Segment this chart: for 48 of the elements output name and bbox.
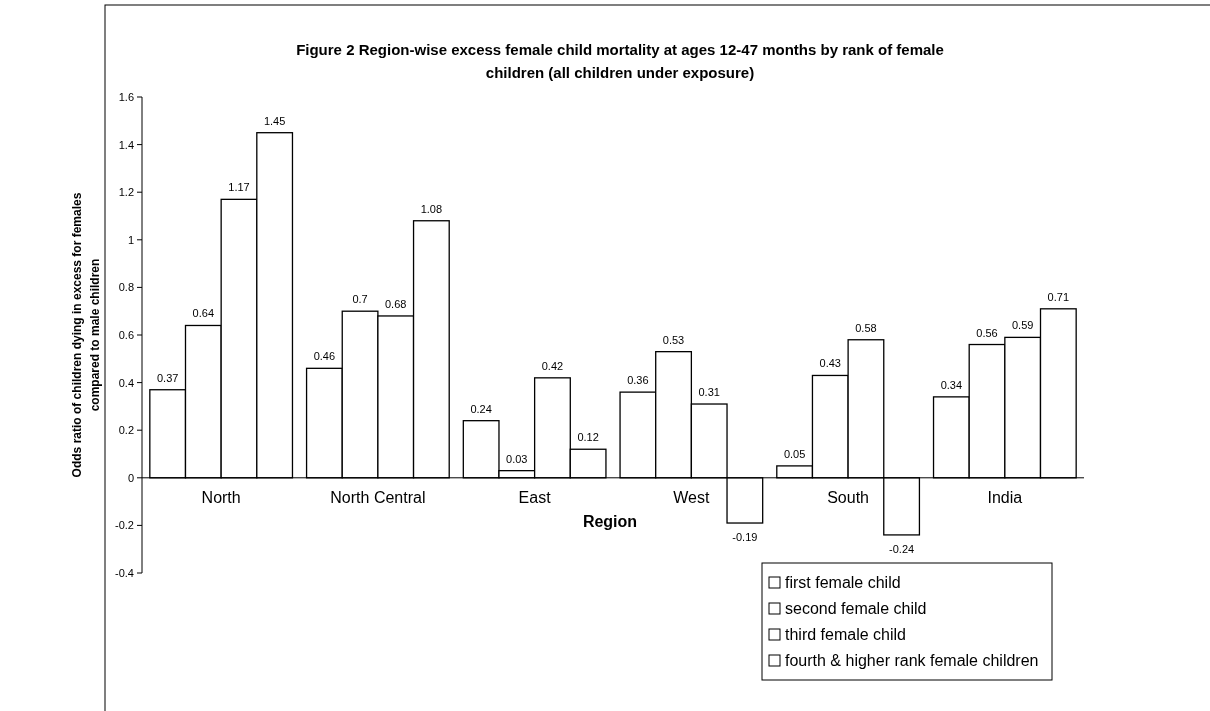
- legend-label: third female child: [785, 626, 906, 643]
- data-label: 0.36: [627, 374, 649, 387]
- chart-title: Figure 2 Region-wise excess female child mortality at ages 12-47 months by rank of female children (all children under exposure): [296, 41, 944, 81]
- data-label: 0.58: [855, 321, 877, 334]
- y-tick-label: 1.4: [118, 138, 134, 151]
- data-label: 0.24: [470, 402, 492, 415]
- x-axis-title: Region: [582, 513, 638, 530]
- y-axis-title: Odds ratio of children dying in excess for females compared to male children: [70, 192, 102, 478]
- y-tick-label: 1: [127, 233, 134, 246]
- legend-label: fourth & higher rank female children: [785, 652, 1039, 669]
- data-label: 0.53: [662, 333, 685, 346]
- data-label: 0.37: [156, 371, 179, 384]
- data-label: 0.31: [698, 386, 720, 399]
- data-label: 0.42: [541, 359, 564, 372]
- data-label: 1.45: [263, 114, 286, 127]
- data-label: 1.08: [420, 202, 443, 215]
- y-tick-label: 1.6: [118, 91, 134, 103]
- legend-label: first female child: [785, 574, 901, 591]
- y-tick-label: -0.2: [115, 519, 134, 532]
- data-label: 1.17: [228, 181, 250, 194]
- data-label: 0.05: [783, 447, 806, 460]
- y-tick-label: 0.4: [118, 376, 134, 389]
- legend-label: second female child: [785, 600, 927, 617]
- x-tick-label: North: [201, 488, 241, 506]
- data-label: 0.46: [313, 350, 336, 363]
- data-label: 0.71: [1047, 290, 1070, 303]
- y-tick-label: 0.6: [118, 329, 134, 341]
- data-label: 0.56: [976, 326, 998, 339]
- y-tick-label: 0.8: [118, 281, 134, 294]
- data-label: 0.64: [192, 307, 215, 320]
- data-label: -0.19: [732, 531, 758, 544]
- y-tick-label: 0.2: [118, 424, 134, 437]
- data-label: 0.12: [577, 431, 599, 444]
- data-label: 0.7: [352, 293, 368, 306]
- data-label: 0.68: [385, 297, 407, 310]
- data-label: 0.43: [819, 357, 841, 370]
- data-label: 0.03: [506, 452, 528, 465]
- x-tick-label: India: [987, 488, 1023, 506]
- data-label: -0.24: [889, 542, 915, 555]
- y-tick-label: -0.4: [115, 567, 134, 579]
- x-tick-label: South: [827, 488, 870, 506]
- data-label: 0.34: [940, 378, 963, 391]
- y-tick-label: 1.2: [118, 186, 134, 199]
- x-tick-label: East: [518, 488, 552, 506]
- x-tick-label: North Central: [330, 488, 426, 506]
- data-label: 0.59: [1011, 319, 1034, 332]
- x-tick-label: West: [673, 488, 710, 506]
- y-tick-label: 0: [127, 471, 134, 484]
